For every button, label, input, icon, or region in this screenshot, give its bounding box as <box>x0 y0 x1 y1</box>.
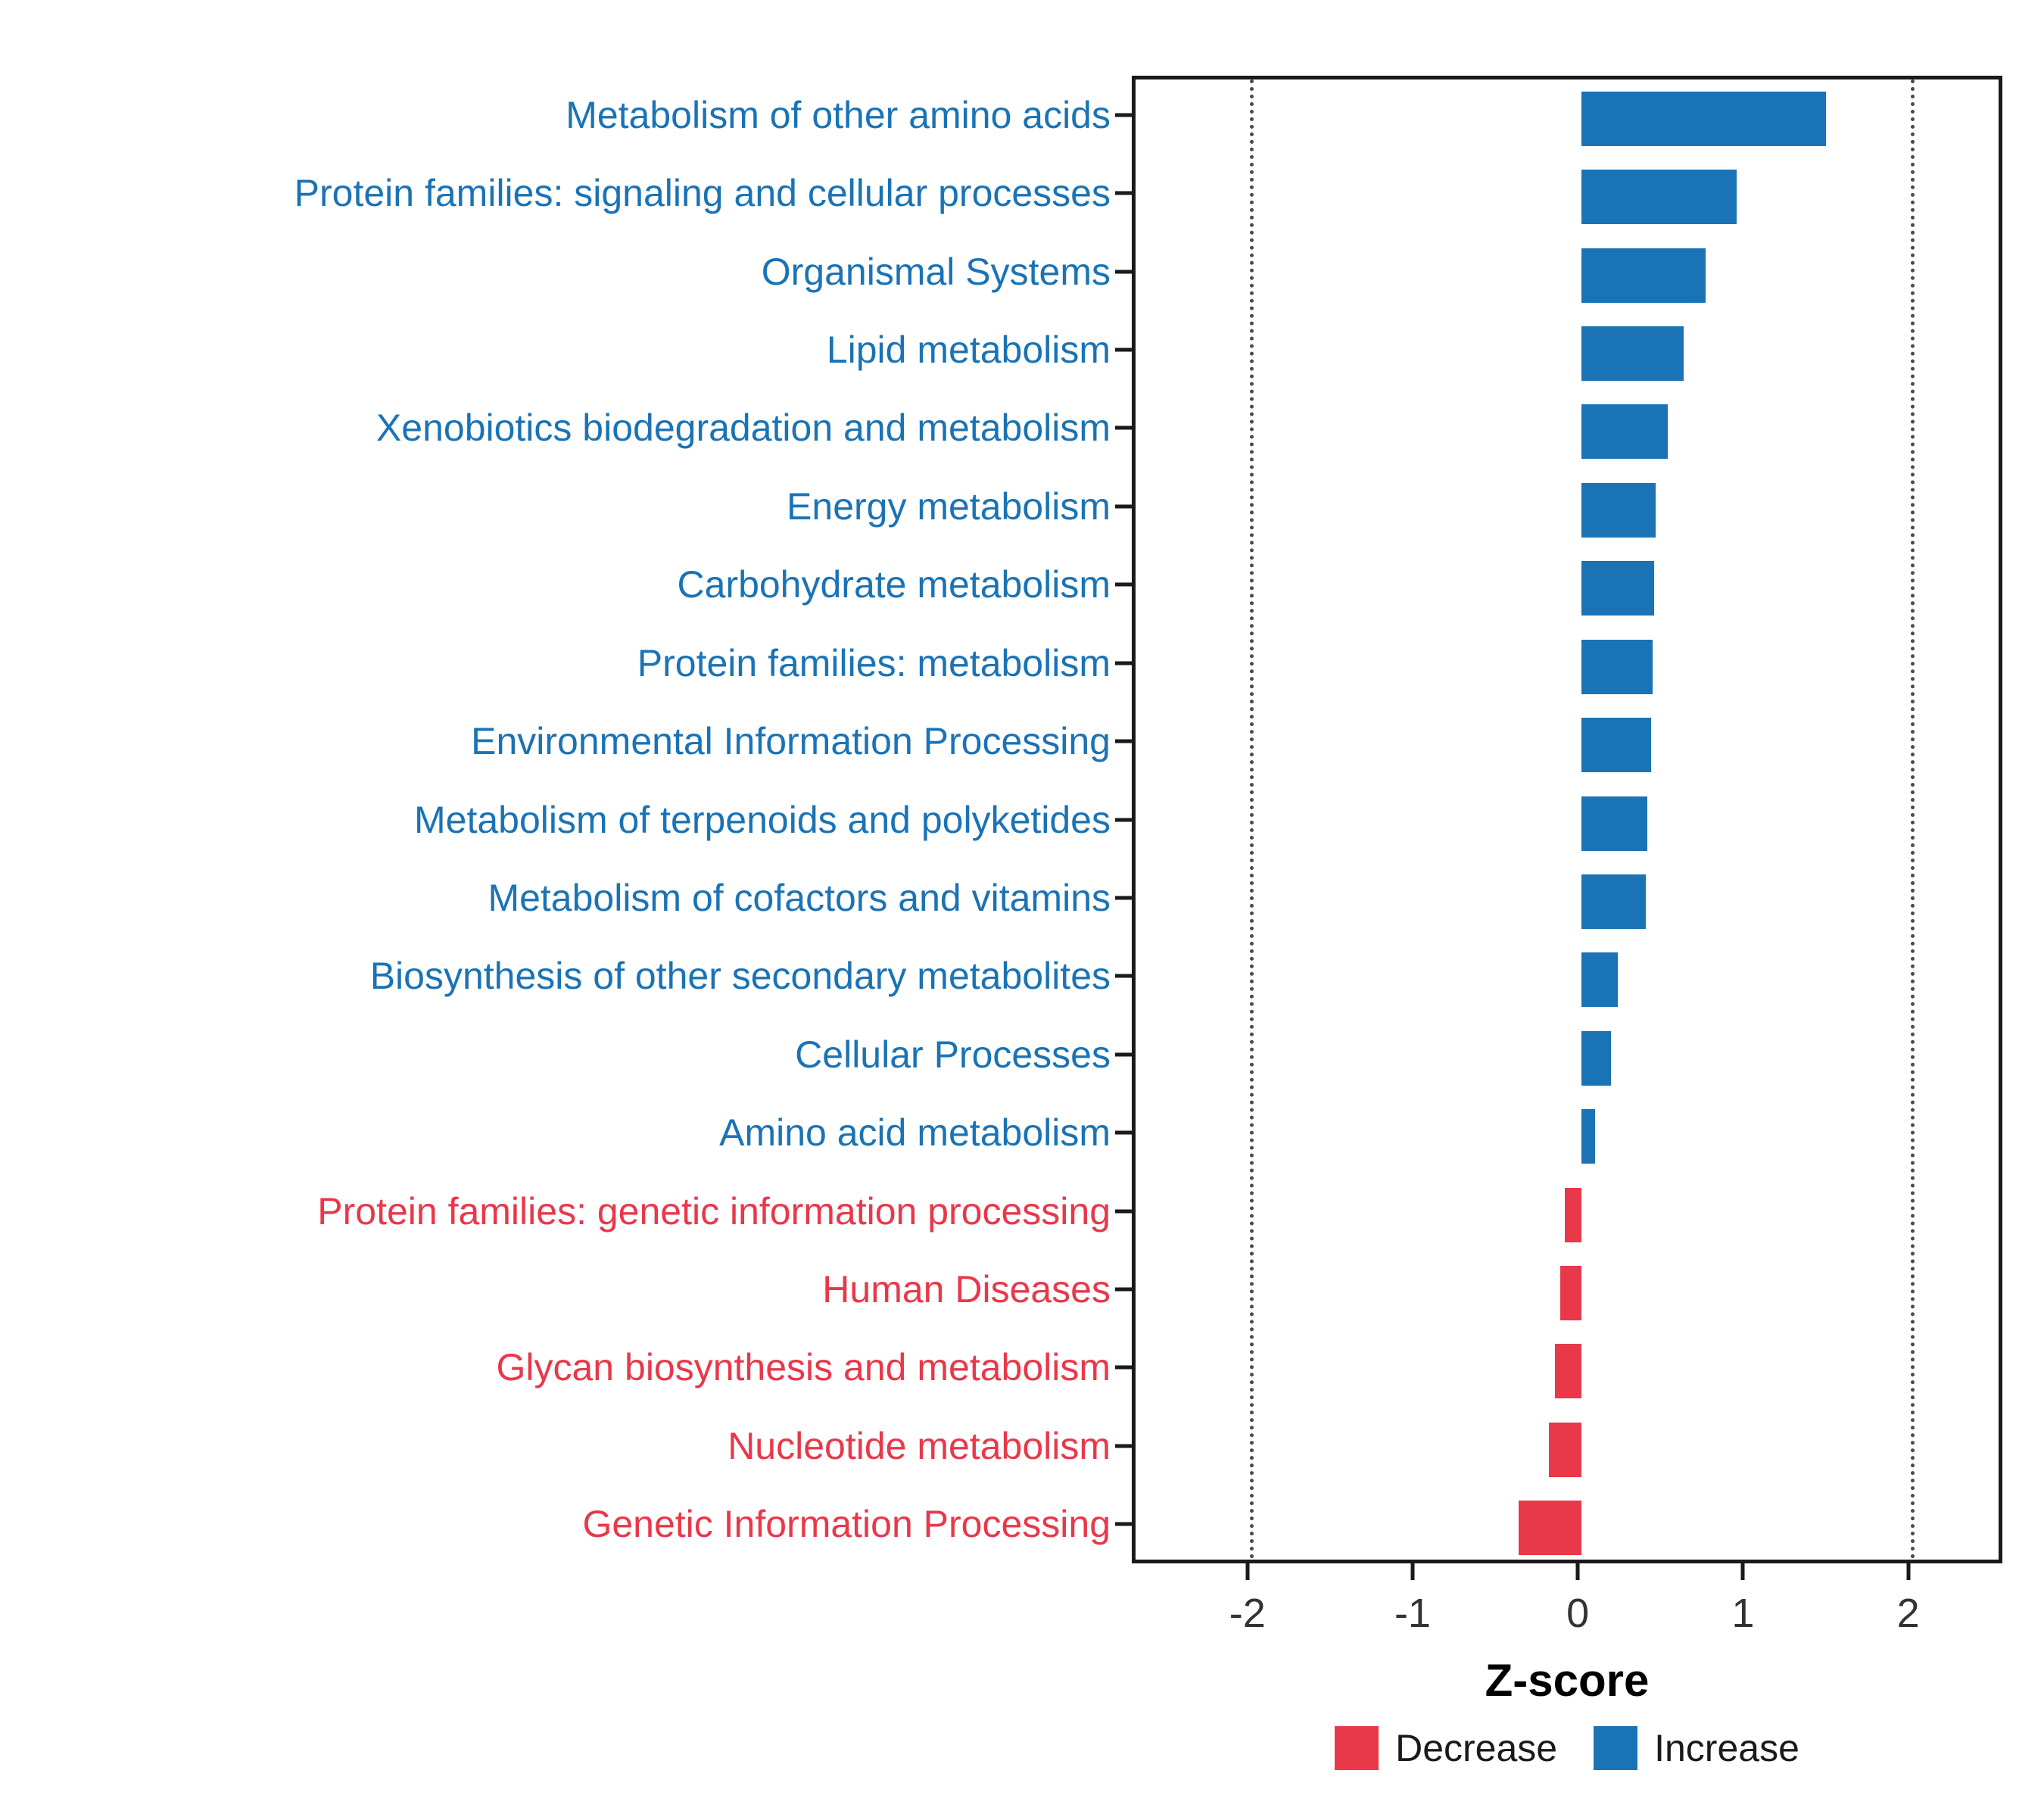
gridline <box>1249 79 1254 1560</box>
bar <box>1581 91 1827 146</box>
bar <box>1581 326 1684 381</box>
category-label: Nucleotide metabolism <box>728 1424 1111 1467</box>
bar <box>1581 404 1668 460</box>
y-tick <box>1115 1522 1132 1526</box>
bar <box>1519 1501 1582 1556</box>
bar <box>1559 1266 1582 1321</box>
gridline <box>1910 79 1915 1560</box>
x-tick <box>1740 1563 1745 1580</box>
category-label: Lipid metabolism <box>826 328 1111 371</box>
category-label: Biosynthesis of other secondary metaboli… <box>369 955 1111 998</box>
bar <box>1581 1109 1595 1164</box>
legend-entry-decrease: Decrease <box>1335 1726 1557 1770</box>
category-label: Metabolism of terpenoids and polyketides <box>414 798 1111 841</box>
plot-panel <box>1132 76 2002 1563</box>
y-tick <box>1115 504 1132 509</box>
category-label: Metabolism of other amino acids <box>566 93 1111 136</box>
y-tick <box>1115 974 1132 978</box>
bar <box>1581 718 1651 773</box>
category-label: Protein families: metabolism <box>637 641 1111 684</box>
y-tick <box>1115 191 1132 195</box>
y-tick <box>1115 1287 1132 1292</box>
bar <box>1581 482 1656 538</box>
category-label: Xenobiotics biodegradation and metabolis… <box>375 407 1111 450</box>
bar <box>1581 170 1737 225</box>
bar <box>1581 796 1648 851</box>
y-tick <box>1115 348 1132 352</box>
category-label: Metabolism of cofactors and vitamins <box>488 876 1111 919</box>
bar <box>1565 1187 1582 1242</box>
category-label: Glycan biosynthesis and metabolism <box>496 1346 1111 1389</box>
bar <box>1581 561 1655 616</box>
x-axis-title: Z-score <box>1485 1655 1650 1706</box>
y-tick <box>1115 1365 1132 1370</box>
x-tick <box>1410 1563 1415 1580</box>
x-tick <box>1575 1563 1580 1580</box>
bar <box>1581 874 1647 929</box>
bar <box>1555 1344 1582 1399</box>
category-label: Carbohydrate metabolism <box>677 563 1111 606</box>
bar <box>1581 639 1653 694</box>
legend-label-decrease: Decrease <box>1395 1727 1558 1769</box>
legend-label-increase: Increase <box>1654 1727 1799 1769</box>
category-label: Environmental Information Processing <box>471 720 1111 763</box>
y-tick <box>1115 1444 1132 1448</box>
bar <box>1548 1422 1582 1477</box>
x-tick-label: -1 <box>1394 1591 1431 1636</box>
x-tick-label: -2 <box>1229 1591 1266 1636</box>
category-label: Cellular Processes <box>795 1033 1111 1076</box>
legend-swatch-decrease <box>1335 1726 1379 1770</box>
x-tick-label: 0 <box>1566 1591 1590 1636</box>
category-label: Organismal Systems <box>761 250 1111 293</box>
y-tick <box>1115 1130 1132 1135</box>
y-tick <box>1115 1052 1132 1057</box>
x-tick <box>1245 1563 1250 1580</box>
category-label: Protein families: genetic information pr… <box>317 1189 1111 1233</box>
legend-swatch-increase <box>1594 1726 1638 1770</box>
y-tick <box>1115 113 1132 117</box>
bar <box>1581 952 1619 1008</box>
x-tick <box>1906 1563 1911 1580</box>
x-tick-label: 1 <box>1731 1591 1755 1636</box>
bar <box>1581 1030 1612 1086</box>
y-tick <box>1115 896 1132 900</box>
category-label: Energy metabolism <box>787 485 1111 528</box>
category-label: Protein families: signaling and cellular… <box>294 172 1111 215</box>
category-label: Amino acid metabolism <box>719 1111 1111 1155</box>
y-tick <box>1115 425 1132 430</box>
y-tick <box>1115 818 1132 821</box>
y-tick <box>1115 270 1132 274</box>
category-label: Genetic Information Processing <box>582 1503 1111 1546</box>
y-tick <box>1115 582 1132 587</box>
category-label: Human Diseases <box>822 1268 1111 1311</box>
x-tick-label: 2 <box>1896 1591 1920 1636</box>
legend: Decrease Increase <box>1132 1726 2002 1770</box>
legend-entry-increase: Increase <box>1594 1726 1799 1770</box>
y-tick <box>1115 739 1132 743</box>
y-tick <box>1115 1209 1132 1214</box>
y-tick <box>1115 661 1132 665</box>
bar <box>1581 248 1706 303</box>
